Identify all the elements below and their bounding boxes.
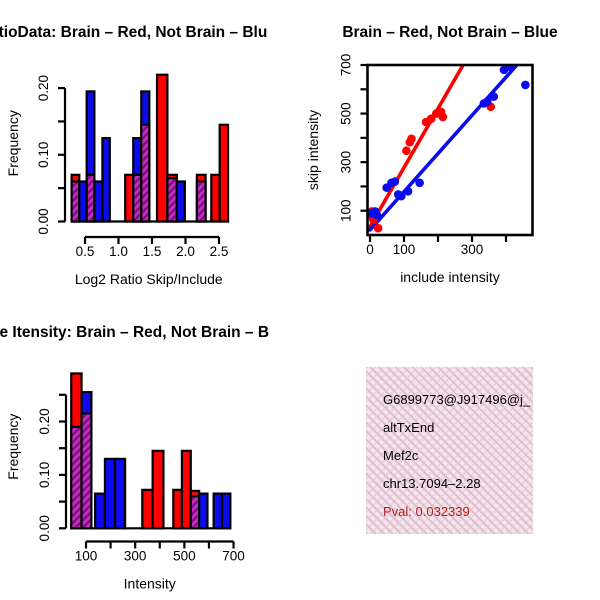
info-line-event-type: altTxEnd [383, 420, 435, 435]
x-tick-label: 300 [124, 549, 147, 564]
x-axis-label: Log2 Ratio Skip/Include [75, 271, 223, 287]
panel-intensity-histogram: 0.00 0.10 0.20 Frequency 100 300 500 700 Intensi… [0, 324, 269, 592]
histogram-bar-overlap [70, 425, 83, 530]
chart-title: Brain – Red, Not Brain – Blue [342, 24, 558, 41]
chart-title: ne Itensity: Brain – Red, Not Brain – B [0, 324, 269, 341]
histogram-bar-red [218, 123, 230, 223]
y-tick-label: 700 [339, 54, 354, 77]
scatter-point-blue [396, 191, 406, 201]
histogram-bar-red [124, 173, 135, 223]
x-tick-label: 100 [75, 549, 98, 564]
histogram-bar-blue [101, 137, 111, 223]
y-tick-label: 0.10 [36, 142, 51, 168]
histogram-bar-blue [175, 180, 186, 223]
y-tick-label: 100 [339, 199, 354, 222]
y-tick-label: 0.20 [37, 408, 52, 434]
histogram-bar-blue [103, 457, 117, 530]
y-tick-label: 0.00 [37, 515, 52, 541]
scatter-point-blue [415, 178, 424, 188]
y-axis-label: skip intensity [305, 110, 321, 190]
y-tick-label: 300 [339, 151, 354, 174]
fit-line-blue [368, 65, 520, 232]
histogram-bar-overlap [132, 173, 143, 223]
plot-area [367, 65, 530, 233]
scatter-point-blue [504, 65, 514, 71]
histogram-bar-overlap [85, 173, 96, 223]
x-tick-label: 2.5 [210, 244, 229, 259]
panel-ratio-histogram: 0.00 0.10 0.20 Frequency 0.5 1.0 1.5 2.0 2.5 Log2… [0, 24, 267, 287]
x-tick-label: 1.0 [109, 244, 128, 259]
fit-line-red [367, 65, 466, 232]
histogram-bar-overlap [80, 412, 93, 530]
info-box: G6899773@J917496@j_ altTxEnd Mef2c chr13… [366, 367, 533, 534]
x-tick-label: 300 [461, 242, 484, 257]
histogram-bar-red [210, 173, 221, 223]
scatter-point-blue [483, 97, 492, 106]
y-axis-label: Frequency [5, 414, 21, 480]
x-tick-label: 700 [222, 549, 245, 564]
x-tick-label: 100 [393, 242, 416, 257]
x-tick-label: 500 [173, 549, 196, 564]
scatter-point-blue [521, 80, 530, 90]
x-axis-label: Intensity [124, 576, 176, 592]
info-line-location: chr13.7094–2.28 [383, 476, 481, 491]
y-tick-label: 0.00 [36, 208, 51, 234]
histogram-bar-overlap [166, 177, 178, 223]
scatter-point-blue [403, 186, 413, 196]
info-line-gene-id: G6899773@J917496@j_ [383, 392, 531, 407]
scatter-point-blue [390, 177, 400, 186]
x-tick-label: 0 [366, 242, 374, 257]
x-axis-label: include intensity [400, 269, 500, 285]
histogram-bar-blue [212, 492, 224, 530]
scatter-point-blue [489, 92, 499, 101]
histogram-bar-blue [93, 492, 107, 530]
plot-box [366, 63, 534, 237]
y-tick-label: 0.20 [36, 75, 51, 101]
scatter-point-red [402, 146, 411, 156]
histogram-bar-overlap [189, 495, 201, 530]
info-line-pval: Pval: 0.032339 [383, 504, 470, 519]
histogram-bar-blue [78, 180, 88, 223]
scatter-point-red [407, 134, 416, 144]
histogram-bar-overlap [70, 180, 81, 223]
histogram-bar-blue [220, 492, 232, 530]
scatter-point-red [438, 112, 448, 122]
y-axis-label: Frequency [5, 110, 21, 176]
histogram-bar-overlap [195, 180, 207, 223]
panel-scatter: 0 100 300 100 300 500 700 include intensity skip… [305, 24, 558, 285]
histogram-bar-red [155, 73, 169, 223]
x-tick-label: 1.5 [143, 244, 162, 259]
histogram-bar-red [141, 488, 154, 530]
histogram-bar-overlap [140, 123, 151, 223]
y-tick-label: 500 [339, 102, 354, 125]
info-line-gene-name: Mef2c [383, 448, 419, 463]
histogram-bar-red [172, 488, 184, 530]
chart-title: atioData: Brain – Red, Not Brain – Blu [0, 24, 267, 41]
histogram-bar-blue [198, 492, 209, 530]
scatter-point-blue [372, 210, 382, 220]
histogram-bar-red [151, 449, 165, 530]
histogram-bar-blue [113, 457, 127, 530]
x-tick-label: 0.5 [76, 244, 95, 259]
histogram-bar-blue [93, 180, 104, 223]
y-tick-label: 0.10 [37, 462, 52, 488]
scatter-point-red [373, 223, 383, 233]
x-tick-label: 2.0 [176, 244, 195, 259]
histogram-bar-red [180, 449, 192, 530]
